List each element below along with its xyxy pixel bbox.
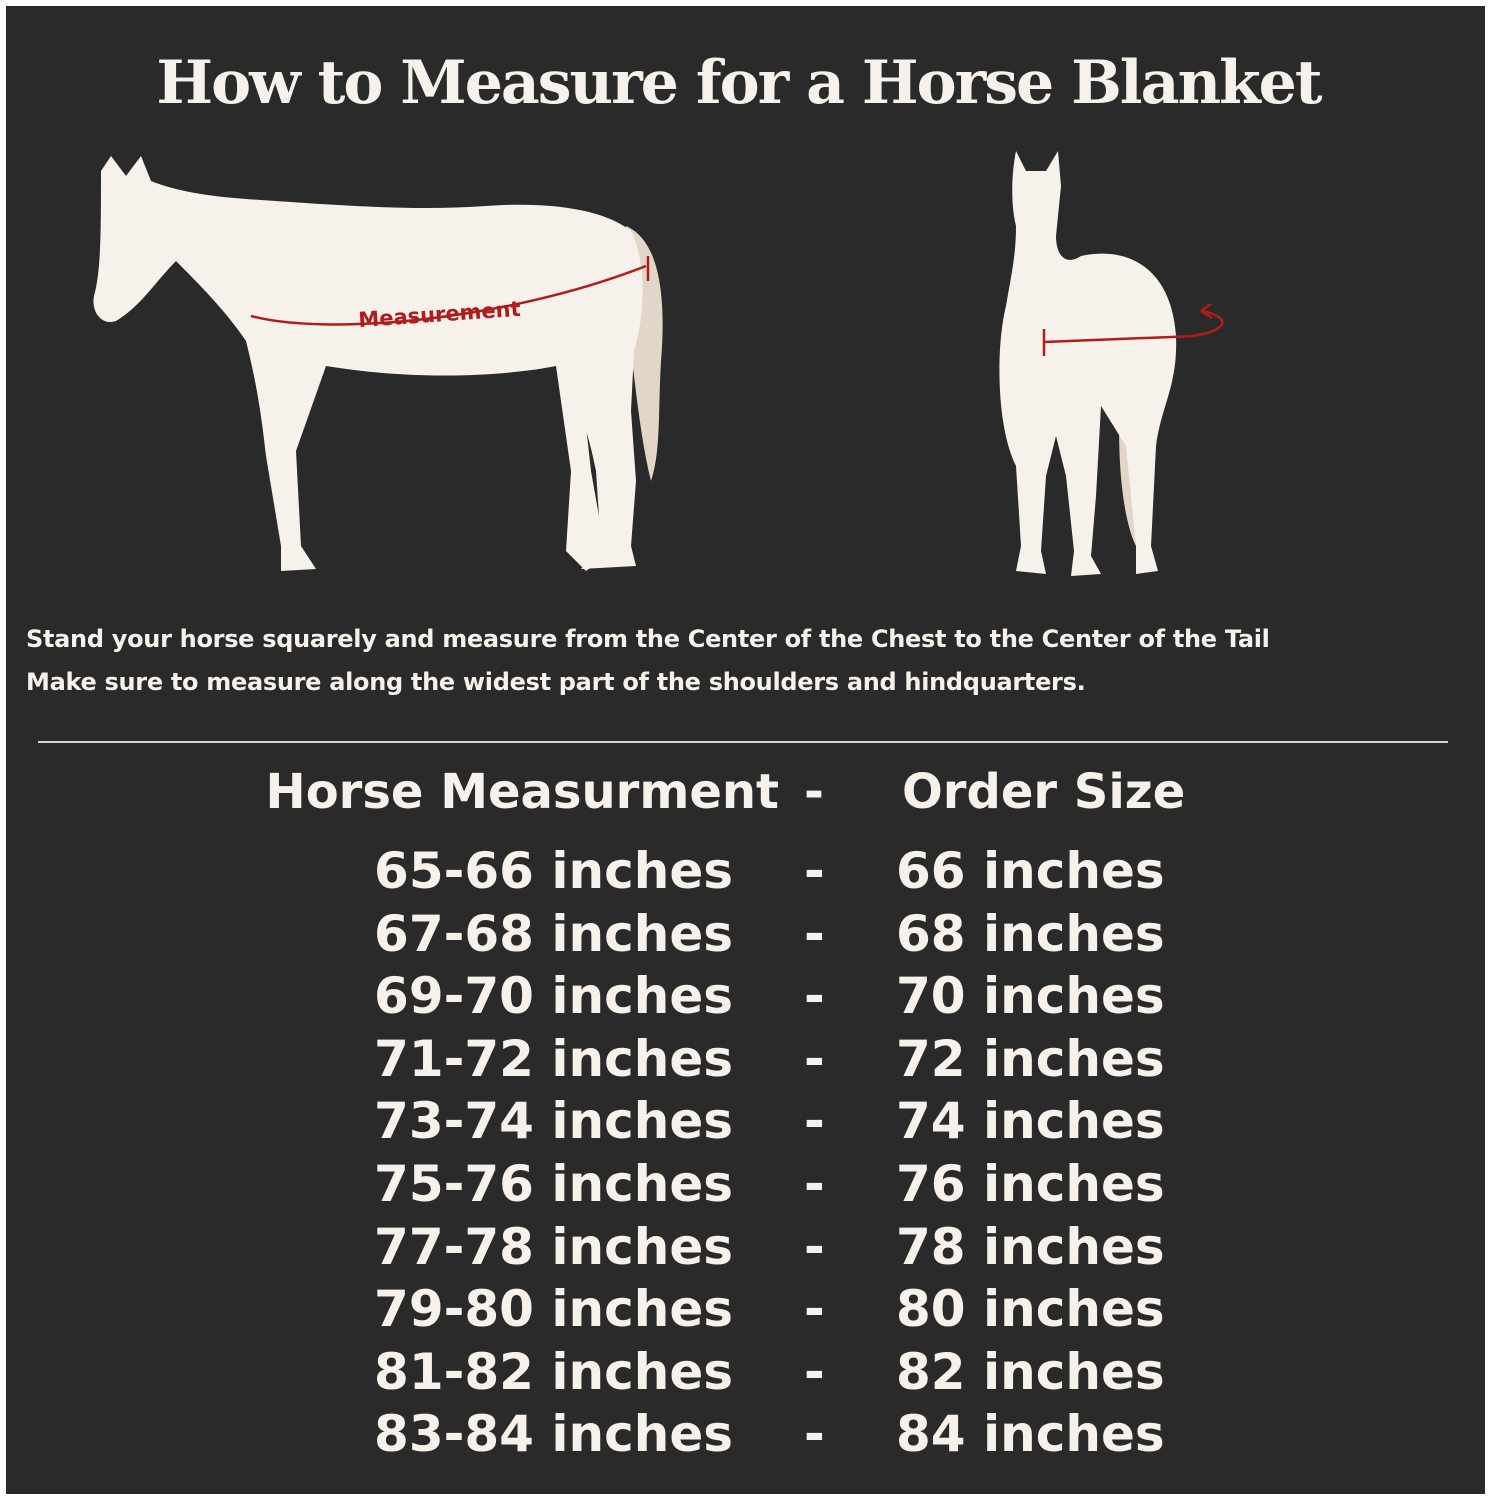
row-separator: - [804,1405,825,1464]
page-title: How to Measure for a Horse Blanket [156,48,1322,118]
order-size: 84 inches [896,1405,1165,1464]
wrap-arrow-icon [1190,302,1224,338]
order-size: 72 inches [896,1029,1165,1088]
size-table-row: 81-82 inches - 82 inches [6,1343,1485,1405]
size-table-row: 67-68 inches - 68 inches [6,905,1485,967]
horse-body [999,151,1177,576]
horse-measurement: 73-74 inches [374,1092,733,1151]
row-separator: - [804,967,825,1026]
size-table-row: 73-74 inches - 74 inches [6,1092,1485,1154]
size-table-row: 69-70 inches - 70 inches [6,967,1485,1029]
size-table-row: 83-84 inches - 84 inches [6,1405,1485,1467]
row-separator: - [804,1029,825,1088]
row-separator: - [804,1155,825,1213]
order-size: 66 inches [896,842,1165,900]
horse-measurement: 71-72 inches [374,1029,733,1088]
row-separator: - [804,1217,825,1276]
order-size: 80 inches [896,1280,1165,1339]
row-separator: - [804,1092,825,1151]
instruction-line: Stand your horse squarely and measure fr… [26,625,1270,653]
horse-body [93,156,643,571]
infographic-panel: How to Measure for a Horse Blanket Measu… [6,6,1485,1494]
row-separator: - [804,842,825,900]
size-table-row: 79-80 inches - 80 inches [6,1280,1485,1342]
measurement-line [250,264,647,326]
size-table-row: 75-76 inches - 76 inches [6,1155,1485,1217]
header-separator: - [804,764,824,820]
order-size: 76 inches [896,1155,1165,1213]
header-horse-measurement: Horse Measurment [265,764,779,820]
instruction-line: Make sure to measure along the widest pa… [26,668,1086,696]
order-size: 78 inches [896,1217,1165,1276]
horse-measurement: 65-66 inches [374,842,733,900]
divider [38,741,1448,743]
horse-measurement: 79-80 inches [374,1280,733,1339]
row-separator: - [804,1280,825,1339]
horse-measurement: 77-78 inches [374,1217,733,1276]
horse-side-view-illustration: Measurement [93,156,663,571]
size-table-header: Horse Measurment - Order Size [6,764,1485,826]
measurement-line [1043,334,1197,344]
horse-measurement: 83-84 inches [374,1405,733,1464]
horse-measurement: 81-82 inches [374,1342,733,1401]
horse-front-view-illustration [999,151,1224,576]
horse-measurement: 69-70 inches [374,967,733,1026]
horse-leg-back [556,366,606,571]
size-table-row: 77-78 inches - 78 inches [6,1218,1485,1280]
size-table-row: 65-66 inches - 66 inches [6,842,1485,904]
row-separator: - [804,904,825,963]
order-size: 70 inches [896,967,1165,1026]
header-order-size: Order Size [902,764,1186,820]
order-size: 74 inches [896,1092,1165,1151]
horse-measurement: 75-76 inches [374,1155,733,1213]
instructions: Stand your horse squarely and measure fr… [26,618,1270,704]
size-table-row: 71-72 inches - 72 inches [6,1030,1485,1092]
order-size: 68 inches [896,904,1165,963]
horse-measurement: 67-68 inches [374,904,733,963]
order-size: 82 inches [896,1342,1165,1401]
row-separator: - [804,1342,825,1401]
